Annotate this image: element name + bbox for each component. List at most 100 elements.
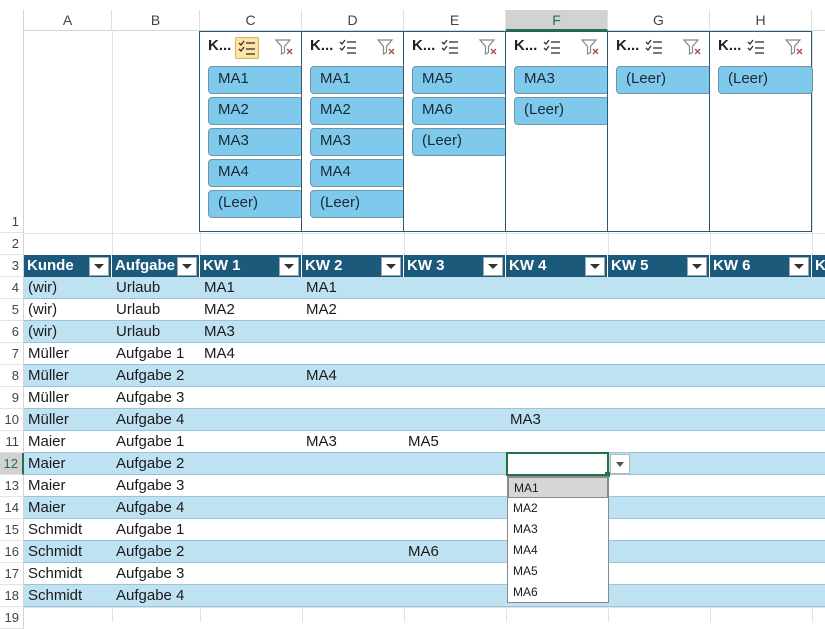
filter-dropdown-icon[interactable]	[89, 257, 109, 276]
table-cell[interactable]	[710, 541, 812, 563]
clear-filter-icon[interactable]	[273, 37, 295, 57]
table-cell[interactable]	[506, 431, 608, 453]
table-cell[interactable]	[608, 321, 710, 343]
filter-dropdown-icon[interactable]	[483, 257, 503, 276]
table-cell[interactable]: MA4	[204, 345, 235, 362]
clear-filter-icon[interactable]	[579, 37, 601, 57]
table-header-cell[interactable]: KW 2	[302, 255, 404, 277]
table-cell[interactable]: Aufgabe 2	[116, 455, 185, 472]
slicer-item[interactable]: MA1	[310, 66, 405, 94]
table-cell[interactable]	[302, 563, 404, 585]
table-cell[interactable]: MA4	[306, 367, 337, 384]
table-cell[interactable]	[608, 277, 710, 299]
table-cell[interactable]	[404, 387, 506, 409]
column-header-e[interactable]: E	[404, 10, 506, 31]
slicer-item[interactable]: MA2	[208, 97, 303, 125]
table-cell[interactable]: Aufgabe 1	[116, 433, 185, 450]
clear-filter-icon[interactable]	[681, 37, 703, 57]
column-header-h[interactable]: H	[710, 10, 812, 31]
table-cell[interactable]	[200, 585, 302, 607]
table-cell[interactable]	[404, 497, 506, 519]
table-cell[interactable]: MA5	[408, 433, 439, 450]
table-cell[interactable]	[506, 299, 608, 321]
table-cell[interactable]	[200, 475, 302, 497]
row-header-3[interactable]: 3	[0, 255, 24, 277]
row-header-4[interactable]: 4	[0, 277, 24, 299]
slicer-item[interactable]: MA6	[412, 97, 507, 125]
filter-dropdown-icon[interactable]	[585, 257, 605, 276]
table-cell[interactable]: Aufgabe 4	[116, 411, 185, 428]
table-cell[interactable]	[710, 563, 812, 585]
table-cell[interactable]: Müller	[28, 411, 69, 428]
dropdown-option[interactable]: MA1	[508, 477, 608, 498]
table-cell[interactable]	[608, 343, 710, 365]
table-cell[interactable]: MA2	[306, 301, 337, 318]
select-all-corner[interactable]	[0, 10, 24, 31]
table-cell[interactable]: (wir)	[28, 279, 58, 296]
table-cell[interactable]: Aufgabe 3	[116, 389, 185, 406]
fill-handle[interactable]	[605, 472, 610, 477]
table-cell[interactable]	[608, 365, 710, 387]
table-cell[interactable]	[710, 497, 812, 519]
table-cell[interactable]: Maier	[28, 433, 66, 450]
table-cell[interactable]	[302, 409, 404, 431]
row-header-9[interactable]: 9	[0, 387, 24, 409]
table-cell[interactable]	[404, 475, 506, 497]
table-cell[interactable]: Maier	[28, 455, 66, 472]
slicer-item[interactable]: MA1	[208, 66, 303, 94]
column-header-g[interactable]: G	[608, 10, 710, 31]
table-cell[interactable]	[302, 453, 404, 475]
table-cell[interactable]	[506, 343, 608, 365]
table-cell[interactable]	[404, 321, 506, 343]
table-cell[interactable]: Müller	[28, 367, 69, 384]
table-cell[interactable]: Müller	[28, 345, 69, 362]
table-cell[interactable]: MA1	[306, 279, 337, 296]
row-header-8[interactable]: 8	[0, 365, 24, 387]
table-cell[interactable]	[608, 585, 710, 607]
row-header-12[interactable]: 12	[0, 453, 24, 475]
table-cell[interactable]	[404, 409, 506, 431]
row-header-2[interactable]: 2	[0, 233, 24, 255]
table-cell[interactable]	[710, 453, 812, 475]
table-cell[interactable]: Schmidt	[28, 565, 83, 582]
dropdown-option[interactable]: MA6	[513, 585, 538, 599]
table-cell[interactable]	[506, 277, 608, 299]
slicer-kw5[interactable]: K... (Leer)	[607, 31, 711, 232]
column-header-c[interactable]: C	[200, 10, 302, 31]
multiselect-icon[interactable]	[643, 37, 665, 57]
table-cell[interactable]: Urlaub	[116, 301, 161, 318]
table-cell[interactable]	[404, 585, 506, 607]
table-cell[interactable]	[608, 541, 710, 563]
row-header-6[interactable]: 6	[0, 321, 24, 343]
table-cell[interactable]: Maier	[28, 499, 66, 516]
column-header-f[interactable]: F	[506, 10, 608, 31]
table-cell[interactable]	[404, 519, 506, 541]
table-header-cell[interactable]: Aufgabe	[112, 255, 200, 277]
table-cell[interactable]	[506, 387, 608, 409]
table-cell[interactable]	[404, 343, 506, 365]
table-cell[interactable]: Maier	[28, 477, 66, 494]
table-cell[interactable]	[608, 497, 710, 519]
table-cell[interactable]	[302, 321, 404, 343]
table-cell[interactable]	[302, 387, 404, 409]
table-cell[interactable]	[608, 563, 710, 585]
table-cell[interactable]	[302, 343, 404, 365]
table-cell[interactable]	[302, 541, 404, 563]
table-cell[interactable]: MA3	[306, 433, 337, 450]
table-cell[interactable]	[302, 475, 404, 497]
table-cell[interactable]	[710, 475, 812, 497]
table-cell[interactable]: Aufgabe 3	[116, 565, 185, 582]
multiselect-icon[interactable]	[337, 37, 359, 57]
column-header-d[interactable]: D	[302, 10, 404, 31]
filter-dropdown-icon[interactable]	[789, 257, 809, 276]
dropdown-option[interactable]: MA3	[513, 522, 538, 536]
table-cell[interactable]	[200, 541, 302, 563]
clear-filter-icon[interactable]	[477, 37, 499, 57]
table-cell[interactable]	[506, 321, 608, 343]
filter-dropdown-icon[interactable]	[279, 257, 299, 276]
table-cell[interactable]	[200, 365, 302, 387]
slicer-item[interactable]: (Leer)	[616, 66, 711, 94]
row-header-7[interactable]: 7	[0, 343, 24, 365]
table-cell[interactable]	[710, 299, 812, 321]
clear-filter-icon[interactable]	[783, 37, 805, 57]
